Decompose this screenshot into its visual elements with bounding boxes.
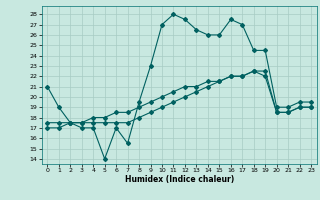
X-axis label: Humidex (Indice chaleur): Humidex (Indice chaleur) xyxy=(124,175,234,184)
